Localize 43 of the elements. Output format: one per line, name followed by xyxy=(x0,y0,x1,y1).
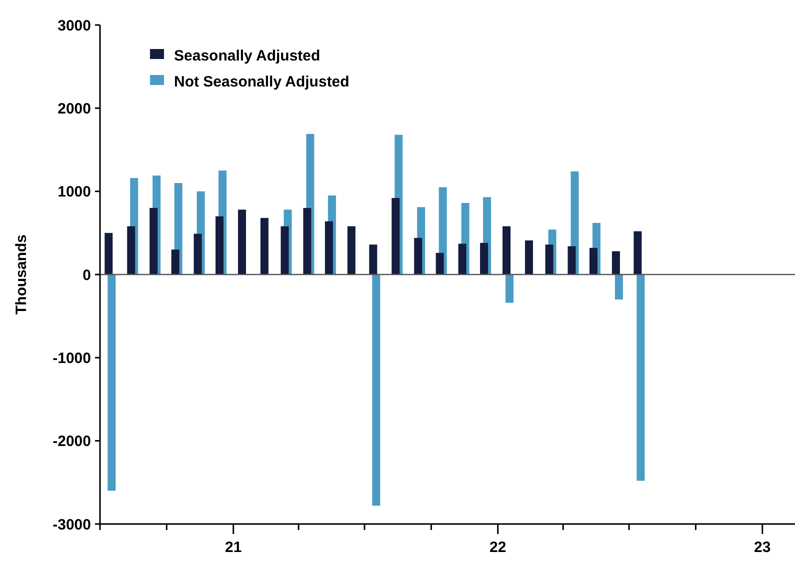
bar xyxy=(614,274,623,300)
bar xyxy=(392,198,400,274)
legend-label: Not Seasonally Adjusted xyxy=(174,73,350,90)
bar xyxy=(369,244,378,274)
bar xyxy=(150,208,158,274)
bar xyxy=(524,240,533,274)
bar xyxy=(194,234,202,274)
y-tick-label: 2000 xyxy=(58,100,91,118)
bar xyxy=(104,232,113,274)
bar xyxy=(238,210,246,274)
bar xyxy=(127,226,136,274)
y-tick-label: -1000 xyxy=(52,350,91,367)
legend-label: Seasonally Adjusted xyxy=(174,47,320,64)
y-axis-title: Thousands xyxy=(13,234,30,315)
y-tick-label: 1000 xyxy=(58,184,91,201)
bar xyxy=(372,274,380,506)
bar xyxy=(589,248,598,274)
y-tick-label: 0 xyxy=(82,266,91,284)
bar xyxy=(636,274,645,481)
bar xyxy=(436,252,444,274)
bar xyxy=(568,246,576,274)
bar xyxy=(216,216,224,274)
bar xyxy=(458,244,466,274)
bar xyxy=(260,218,268,274)
bar xyxy=(108,274,116,491)
y-tick-label: -2000 xyxy=(52,433,91,450)
bar xyxy=(480,242,488,274)
bar xyxy=(414,238,422,274)
bar xyxy=(506,274,514,303)
bar xyxy=(612,251,620,274)
bar xyxy=(324,221,333,274)
bar xyxy=(545,244,554,274)
x-tick-label: 22 xyxy=(490,539,506,556)
x-tick-label: 21 xyxy=(225,539,242,556)
bar xyxy=(347,226,356,274)
bar xyxy=(502,226,511,274)
y-tick-label: 3000 xyxy=(58,17,91,34)
y-tick-label: -3000 xyxy=(52,516,91,534)
bar xyxy=(634,231,642,274)
x-tick-label: 23 xyxy=(754,539,771,556)
bar xyxy=(171,250,180,274)
bar xyxy=(303,208,312,274)
bar xyxy=(280,226,289,274)
